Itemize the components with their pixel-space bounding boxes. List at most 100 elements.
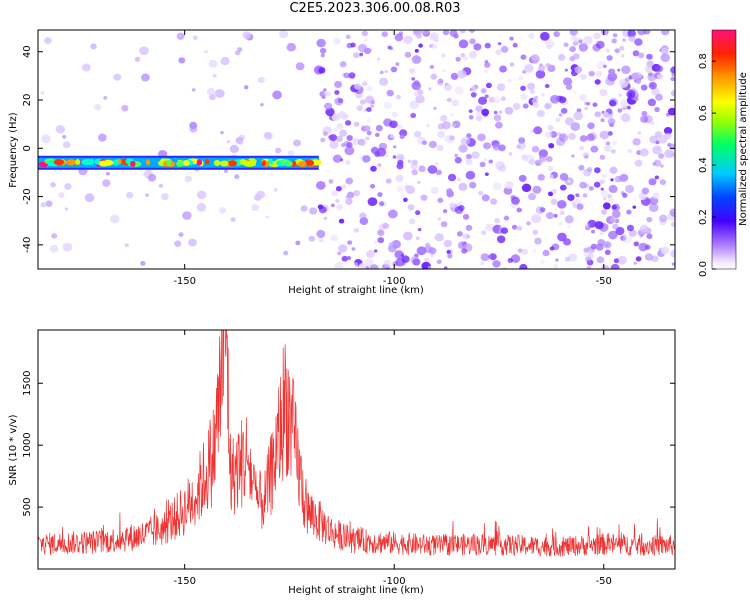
noise-speckle [584, 106, 588, 111]
signal-band-blob [261, 160, 266, 167]
noise-speckle [555, 258, 559, 262]
noise-speckle [646, 216, 653, 223]
noise-speckle [500, 45, 509, 53]
noise-speckle [511, 224, 518, 230]
noise-speckle [315, 180, 326, 190]
noise-speckle [443, 209, 448, 214]
noise-speckle [518, 75, 524, 81]
noise-speckle [643, 198, 650, 204]
noise-speckle [427, 265, 432, 269]
noise-speckle [579, 181, 587, 189]
noise-speckle [440, 53, 446, 58]
noise-speckle [457, 70, 467, 79]
noise-speckle [328, 179, 334, 184]
noise-speckle [590, 243, 598, 250]
noise-speckle [458, 204, 465, 211]
colorbar-gradient [711, 29, 737, 270]
signal-band-blob [113, 159, 119, 166]
noise-speckle [110, 214, 120, 224]
noise-speckle [411, 169, 418, 176]
noise-speckle [436, 259, 442, 265]
noise-speckle [334, 97, 344, 106]
noise-speckle [517, 248, 523, 253]
noise-speckle [553, 263, 559, 269]
noise-speckle [323, 90, 331, 97]
noise-speckle [382, 266, 387, 269]
noise-speckle [352, 262, 359, 268]
noise-speckle [189, 121, 198, 130]
noise-speckle [590, 145, 599, 153]
noise-speckle [517, 141, 527, 150]
noise-speckle [596, 61, 607, 70]
noise-speckle [535, 162, 540, 166]
noise-speckle [632, 50, 640, 57]
noise-speckle [660, 47, 669, 55]
noise-speckle [457, 177, 461, 182]
noise-speckle [420, 30, 430, 35]
noise-speckle [428, 140, 437, 149]
noise-speckle [510, 254, 521, 263]
y-tick-label: 20 [22, 94, 33, 107]
noise-speckle [613, 258, 620, 264]
noise-speckle [539, 31, 550, 41]
noise-speckle [628, 35, 636, 42]
noise-speckle [610, 178, 614, 182]
noise-speckle [540, 259, 545, 264]
noise-speckle [558, 113, 563, 117]
noise-speckle [429, 32, 439, 41]
noise-speckle [594, 79, 601, 85]
noise-speckle [220, 56, 230, 66]
noise-speckle [454, 153, 459, 158]
noise-speckle [633, 261, 637, 265]
noise-speckle [437, 130, 445, 138]
noise-speckle [470, 86, 477, 92]
x-tick-label: -100 [383, 576, 406, 587]
noise-speckle [500, 227, 509, 234]
noise-speckle [559, 210, 565, 216]
noise-speckle [549, 174, 554, 179]
noise-speckle [359, 217, 369, 226]
noise-speckle [324, 102, 333, 110]
noise-speckle [655, 93, 663, 101]
noise-speckle [480, 261, 485, 266]
noise-speckle [363, 38, 368, 42]
noise-speckle [539, 207, 546, 213]
noise-speckle [671, 262, 675, 266]
noise-speckle [449, 30, 458, 37]
noise-speckle [176, 32, 185, 40]
noise-speckle [161, 193, 169, 201]
noise-speckle [605, 48, 610, 53]
noise-speckle [346, 134, 353, 141]
noise-speckle [558, 133, 569, 142]
noise-speckle [639, 224, 649, 233]
noise-speckle [375, 124, 383, 132]
noise-speckle [553, 213, 558, 218]
noise-speckle [622, 38, 626, 42]
noise-speckle [652, 192, 660, 200]
noise-speckle [140, 73, 150, 82]
noise-speckle [323, 88, 327, 92]
noise-speckle [493, 114, 502, 122]
signal-band-blob [176, 160, 184, 167]
noise-speckle [376, 57, 381, 61]
noise-speckle [495, 121, 503, 129]
noise-speckle [379, 77, 389, 86]
noise-speckle [599, 179, 605, 185]
noise-speckle [484, 42, 491, 49]
noise-speckle [332, 154, 342, 163]
noise-speckle [557, 53, 566, 61]
noise-speckle [598, 222, 609, 232]
noise-speckle [394, 33, 404, 42]
noise-speckle [235, 137, 244, 145]
noise-speckle [588, 70, 595, 77]
noise-speckle [493, 110, 498, 115]
noise-speckle [670, 250, 675, 258]
noise-speckle [608, 184, 618, 194]
noise-speckle [325, 107, 335, 117]
noise-speckle [545, 155, 553, 163]
noise-speckle [592, 102, 598, 107]
noise-speckle [295, 62, 305, 71]
noise-speckle [479, 161, 486, 168]
noise-speckle [591, 229, 596, 234]
noise-speckle [237, 139, 244, 145]
